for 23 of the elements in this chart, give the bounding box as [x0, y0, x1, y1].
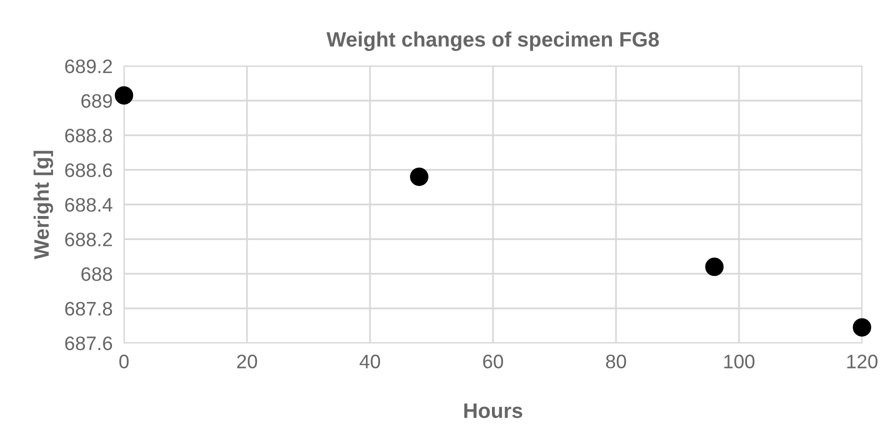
x-tick-label: 80 — [606, 354, 626, 368]
chart-title: Weight changes of specimen FG8 — [326, 31, 659, 51]
x-tick-label: 40 — [360, 354, 380, 368]
y-tick-label: 688 — [81, 267, 112, 281]
y-tick-label: 688.4 — [65, 198, 112, 212]
x-tick-label: 120 — [847, 354, 878, 368]
x-tick-label: 20 — [237, 354, 258, 368]
y-tick-label: 687.6 — [65, 336, 112, 350]
y-tick-label: 688.8 — [65, 128, 112, 142]
x-tick-label: 60 — [483, 354, 504, 368]
point — [114, 86, 134, 105]
y-tick-label: 689.2 — [65, 59, 112, 74]
point — [705, 258, 724, 276]
y-tick-label: 687.8 — [65, 302, 112, 316]
y-axis-title: Weright [g] — [34, 150, 54, 260]
x-tick-label: 0 — [119, 354, 129, 368]
point — [410, 168, 428, 186]
y-tick-label: 689 — [81, 94, 112, 108]
y-tick-label: 688.6 — [65, 163, 112, 178]
x-tick-label: 100 — [724, 354, 754, 368]
x-axis-title: Hours — [464, 404, 522, 418]
y-tick-label: 688.2 — [65, 232, 112, 246]
point — [852, 318, 872, 337]
